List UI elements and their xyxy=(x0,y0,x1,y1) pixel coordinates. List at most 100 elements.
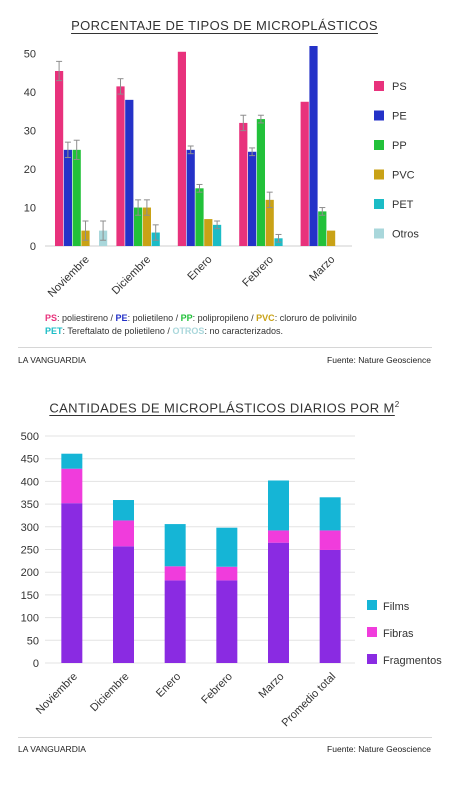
legend-label-pp: PP xyxy=(392,140,407,152)
footer-1-source-credit: Fuente: Nature Geoscience xyxy=(327,355,431,365)
notes-line2-part-2: OTROS xyxy=(172,326,205,336)
error-bar-pe-enero xyxy=(187,145,194,155)
chart2-y-tick-label: 500 xyxy=(21,431,39,443)
stacked-bar-fibras-promedio-total xyxy=(319,530,341,550)
bar-pp-febrero xyxy=(256,119,265,246)
stacked-bar-fragmentos-promedio-total xyxy=(319,549,341,663)
error-bar-pet-febrero xyxy=(275,233,282,243)
error-bar-pp-diciembre xyxy=(135,199,142,216)
chart2-x-tick-enero: Enero xyxy=(154,671,183,700)
error-bar-pvc-febrero xyxy=(266,191,273,209)
notes-line1-part-2: PE xyxy=(115,313,128,323)
legend-label-ps: PS xyxy=(392,81,407,93)
legend-label-pe: PE xyxy=(392,111,407,123)
legend-label-pet: PET xyxy=(392,199,414,211)
stacked-bar-fibras-enero xyxy=(164,566,186,581)
error-bar-ps-diciembre xyxy=(117,78,124,95)
chart2-title-text: CANTIDADES DE MICROPLÁSTICOS DIARIOS POR… xyxy=(49,400,395,416)
chart1-title-text: PORCENTAJE DE TIPOS DE MICROPLÁSTICOS xyxy=(71,18,378,33)
error-bar-pvc-noviembre xyxy=(82,220,89,241)
chart2-x-tick-marzo: Marzo xyxy=(257,671,287,701)
chart2-y-tick-label: 250 xyxy=(21,545,39,557)
stacked-bar-fragmentos-marzo xyxy=(268,542,289,663)
notes-line1-part-3: : polietileno / xyxy=(127,313,181,323)
chart1-y-tick-label: 30 xyxy=(24,126,36,138)
bar-ps-diciembre xyxy=(116,86,125,246)
stacked-bar-fibras-diciembre xyxy=(113,520,134,547)
bar-pe-febrero xyxy=(248,151,257,246)
error-bar-pp-noviembre xyxy=(73,139,80,160)
chart1-notes: PS: poliestireno / PE: polietileno / PP:… xyxy=(45,312,357,338)
divider-2 xyxy=(18,737,432,738)
chart1-y-tick-label: 40 xyxy=(24,87,36,99)
notes-line2-part-0: PET xyxy=(45,326,63,336)
bar-pvc-diciembre xyxy=(142,207,151,246)
notes-line1-part-4: PP xyxy=(180,313,193,323)
bar-ps-febrero xyxy=(239,122,248,246)
chart2-title-superscript: 2 xyxy=(394,400,400,409)
stacked-bar-films-marzo xyxy=(268,480,289,531)
stacked-bar-fibras-noviembre xyxy=(61,468,83,504)
bar-ps-enero xyxy=(177,51,186,247)
chart2-y-tick-label: 50 xyxy=(27,635,39,647)
legend-swatch-otros xyxy=(374,228,384,239)
chart1-x-tick-febrero: Febrero xyxy=(240,254,276,290)
divider-1 xyxy=(18,347,432,348)
error-bar-pp-febrero xyxy=(257,114,264,124)
notes-line-1: PS: poliestireno / PE: polietileno / PP:… xyxy=(45,312,357,325)
notes-line2-part-1: : Tereftalato de polietileno / xyxy=(62,326,173,336)
chart2-y-tick-label: 100 xyxy=(21,613,39,625)
error-bar-pet-enero xyxy=(214,220,221,230)
chart1-x-tick-diciembre: Diciembre xyxy=(110,254,153,297)
stacked-bar-films-diciembre xyxy=(113,500,134,521)
chart2-x-tick-diciembre: Diciembre xyxy=(88,671,131,714)
chart2-y-tick-label: 450 xyxy=(21,454,39,466)
bar-pp-marzo xyxy=(318,211,327,246)
chart2-y-tick-label: 200 xyxy=(21,567,39,579)
legend-swatch-pet xyxy=(374,199,384,209)
stacked-bar-films-enero xyxy=(164,524,186,567)
stacked-bar-films-noviembre xyxy=(61,453,83,469)
chart1-x-tick-marzo: Marzo xyxy=(307,254,337,284)
chart2-x-tick-febrero: Febrero xyxy=(199,671,235,707)
chart2-y-tick-label: 0 xyxy=(33,658,39,670)
legend-swatch-pp xyxy=(374,140,384,150)
legend-swatch-films xyxy=(367,600,377,610)
bar-pe-marzo xyxy=(309,46,318,246)
stacked-bar-fragmentos-noviembre xyxy=(61,503,83,663)
bar-ps-noviembre xyxy=(55,71,64,246)
notes-line1-part-7: : cloruro de polivinilo xyxy=(274,313,357,323)
bar-pe-noviembre xyxy=(63,149,72,246)
chart1-y-tick-label: 10 xyxy=(24,203,36,215)
legend-label-fragmentos: Fragmentos xyxy=(383,655,442,667)
legend-label-pvc: PVC xyxy=(392,170,415,182)
legend-swatch-pvc xyxy=(374,169,384,180)
legend-swatch-fibras xyxy=(367,627,377,637)
chart2-title: CANTIDADES DE MICROPLÁSTICOS DIARIOS POR… xyxy=(0,400,449,415)
chart1-x-tick-noviembre: Noviembre xyxy=(46,254,92,300)
chart1-y-tick-label: 20 xyxy=(24,164,36,176)
error-bar-pe-febrero xyxy=(249,147,256,157)
error-bar-pp-marzo xyxy=(319,207,326,216)
chart1-y-tick-label: 0 xyxy=(30,241,36,253)
stacked-bar-fragmentos-febrero xyxy=(216,580,238,663)
bar-pe-enero xyxy=(186,149,195,246)
stacked-bar-films-febrero xyxy=(216,527,238,567)
chart2-y-tick-label: 400 xyxy=(21,476,39,488)
bar-pp-diciembre xyxy=(134,207,143,246)
footer-1-source-name: LA VANGUARDIA xyxy=(18,355,86,365)
stacked-bar-fragmentos-diciembre xyxy=(113,546,134,663)
chart1-title: PORCENTAJE DE TIPOS DE MICROPLÁSTICOS xyxy=(0,18,449,33)
bar-pp-noviembre xyxy=(72,149,81,246)
notes-line2-part-3: : no caracterizados. xyxy=(204,326,283,336)
chart2-y-tick-label: 350 xyxy=(21,499,39,511)
legend-swatch-pe xyxy=(374,110,384,121)
notes-line1-part-0: PS xyxy=(45,313,58,323)
chart2-y-tick-label: 300 xyxy=(21,522,39,534)
stacked-bar-fibras-marzo xyxy=(268,530,289,543)
chart2-y-tick-label: 150 xyxy=(21,590,39,602)
bar-pvc-enero xyxy=(204,219,213,246)
stacked-bar-fibras-febrero xyxy=(216,566,238,581)
stacked-bar-films-promedio-total xyxy=(319,497,341,531)
bar-pet-enero xyxy=(213,224,222,246)
